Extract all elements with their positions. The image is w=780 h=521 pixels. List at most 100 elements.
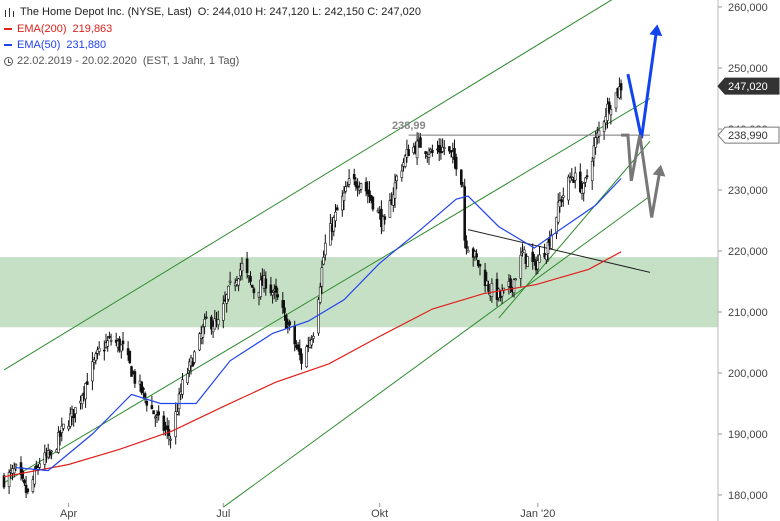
candle [250,284,254,289]
trend-line-channel-upper [3,0,613,371]
candle [334,204,337,228]
candle [48,448,52,459]
candle [526,256,529,267]
candle [276,287,280,301]
candle [388,193,392,218]
candle [140,381,143,396]
candle [359,182,363,194]
candle [400,164,404,182]
candle [57,426,60,454]
candle [177,387,181,416]
candle [58,430,62,446]
candle [415,132,419,165]
candle [573,166,577,189]
candle [26,488,30,495]
candle [191,357,194,367]
candle [323,234,327,261]
candle [80,393,84,410]
ema200-label: EMA(200) [17,23,67,35]
candle [609,104,613,125]
candle [618,77,621,100]
candle [133,369,137,388]
candle [454,153,458,176]
candle [570,168,574,181]
candle [614,92,618,113]
candle [558,191,562,213]
candle [91,352,94,391]
ohlc-values: O: 244,010 H: 247,120 L: 242,150 C: 247,… [197,6,422,18]
svg-text:238,990: 238,990 [728,130,768,142]
candle [442,140,446,156]
candle [198,332,201,352]
instrument-name: The Home Depot Inc. (NYSE, Last) [20,6,192,18]
candle [154,414,157,427]
y-tick-label: 260,000 [728,2,768,14]
candle [592,136,596,167]
candle [274,278,278,302]
candle [561,187,565,207]
candle [607,97,611,115]
candle [560,196,563,207]
candle [222,295,225,329]
candle [7,469,11,495]
candle [240,257,244,281]
candle [448,146,451,154]
candle [449,150,453,158]
candle [368,181,371,203]
candle [395,174,399,190]
candle [544,254,548,265]
y-tick-label: 180,000 [728,490,768,502]
candle [459,169,463,188]
candle [239,262,242,281]
candle [281,292,285,314]
candle [478,263,482,276]
candle [157,405,160,421]
candle [555,216,558,239]
y-tick-label: 210,000 [728,307,768,319]
candle [490,278,494,303]
candle [546,238,550,262]
candle [21,467,25,482]
candle [46,443,50,460]
candle [590,157,594,190]
candle [43,444,47,471]
candle [305,344,308,368]
candle [169,435,172,449]
y-tick-label: 190,000 [728,429,768,441]
candle [567,174,570,205]
instrument-header: The Home Depot Inc. (NYSE, Last) O: 244,0… [4,5,421,19]
candle [597,121,601,144]
candle [50,449,53,460]
forecast-arrow-bullish-scenario [626,24,663,139]
candle [340,190,344,217]
candle [431,144,434,157]
candle [176,403,179,416]
candle [213,309,217,330]
candle [476,259,480,268]
candle [143,391,147,404]
candle [84,382,87,408]
candle [286,318,290,334]
candle [94,351,98,365]
candle [376,207,380,214]
ema50-legend: EMA(50) 231,880 [4,38,106,52]
candle [514,278,518,281]
candle [619,79,623,100]
price-tag: 247,020 [717,77,780,95]
candle [424,150,427,159]
candle [120,344,123,359]
candle [483,262,487,293]
candle [174,402,177,445]
candle [531,243,535,270]
candle [201,323,205,345]
forecast-arrow-bearish-scenario [621,133,666,218]
candle [203,313,206,335]
candle [407,144,410,157]
candle [332,215,336,237]
trend-line-channel-lower [223,195,651,508]
candle [67,420,70,432]
candle [381,214,385,232]
candle [519,247,523,287]
candle [427,147,431,165]
candle [92,357,96,370]
